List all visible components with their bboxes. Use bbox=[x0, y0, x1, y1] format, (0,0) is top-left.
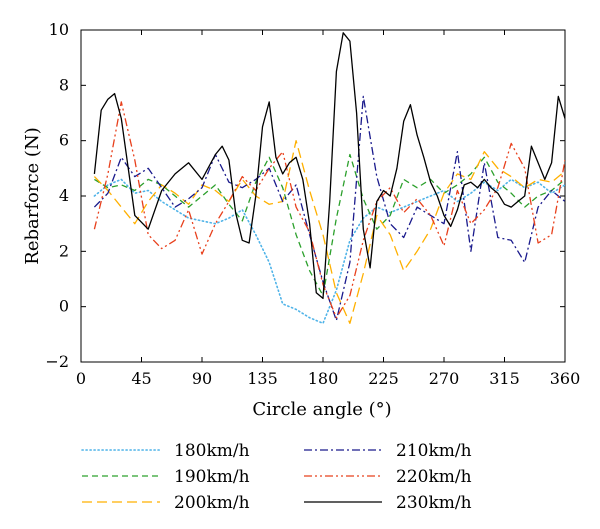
legend-label: 180km/h bbox=[174, 441, 250, 461]
series-layer bbox=[93, 32, 565, 325]
y-tick-label: −2 bbox=[45, 352, 69, 371]
x-tick-label: 180 bbox=[308, 369, 339, 388]
y-tick-label: 6 bbox=[59, 131, 69, 150]
series-line-200km-h bbox=[93, 140, 565, 324]
y-tick-label: 2 bbox=[59, 241, 69, 260]
x-tick-label: 90 bbox=[192, 369, 212, 388]
series-line-210km-h bbox=[93, 95, 565, 322]
legend-label: 190km/h bbox=[174, 467, 250, 487]
y-tick-label: 10 bbox=[49, 20, 69, 39]
x-tick-label: 0 bbox=[76, 369, 86, 388]
x-tick-label: 315 bbox=[489, 369, 520, 388]
legend: 180km/h 190km/h 200km/h 210km/h 220km/h 230km… bbox=[81, 441, 472, 513]
x-tick-label: 225 bbox=[368, 369, 399, 388]
legend-label: 230km/h bbox=[396, 493, 472, 513]
y-axis-title: Rebarforce (N) bbox=[22, 127, 43, 264]
series-line-230km-h bbox=[93, 32, 565, 300]
x-tick-label: 270 bbox=[429, 369, 460, 388]
legend-label: 210km/h bbox=[396, 441, 472, 461]
axes-layer: 0 45 90 135 180 225 270 315 360 −2 0 2 4 6 8 10 bbox=[45, 20, 580, 388]
legend-label: 220km/h bbox=[396, 467, 472, 487]
series-line-180km-h bbox=[93, 178, 565, 325]
y-tick-label: 0 bbox=[59, 297, 69, 316]
x-tick-label: 135 bbox=[247, 369, 278, 388]
x-axis-title: Circle angle (°) bbox=[252, 399, 391, 420]
x-tick-label: 45 bbox=[131, 369, 151, 388]
y-tick-label: 4 bbox=[59, 186, 69, 205]
legend-label: 200km/h bbox=[174, 493, 250, 513]
series-line-220km-h bbox=[93, 101, 565, 319]
y-tick-label: 8 bbox=[59, 75, 69, 94]
x-tick-label: 360 bbox=[550, 369, 581, 388]
series-line-190km-h bbox=[94, 153, 565, 297]
